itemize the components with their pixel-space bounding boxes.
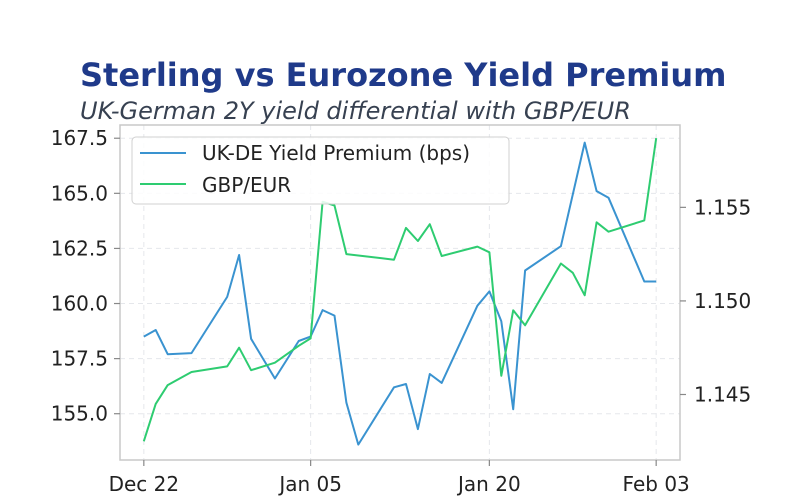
x-axis-tick-label: Jan 20 <box>456 472 521 496</box>
x-axis-tick-label: Jan 05 <box>277 472 342 496</box>
chart-subtitle: UK-German 2Y yield differential with GBP… <box>80 97 631 125</box>
left-axis-tick-label: 157.5 <box>51 347 108 371</box>
left-axis-tick-label: 162.5 <box>51 236 108 260</box>
x-axis-tick-label: Feb 03 <box>623 472 690 496</box>
right-axis-tick-label: 1.145 <box>694 382 751 406</box>
left-axis: 155.0 157.5 160.0 162.5 165.0 167.5 <box>51 126 120 426</box>
x-axis: Dec 22 Jan 05 Jan 20 Feb 03 <box>109 460 690 496</box>
chart-title: Sterling vs Eurozone Yield Premium <box>80 56 727 94</box>
plot-frame <box>119 124 681 461</box>
legend-label-gbp-eur: GBP/EUR <box>202 173 291 197</box>
series-line-gbp-eur <box>142 137 658 442</box>
left-axis-tick-label: 165.0 <box>51 181 108 205</box>
left-axis-tick-label: 160.0 <box>51 292 108 316</box>
legend-label-yield-premium: UK-DE Yield Premium (bps) <box>202 141 470 165</box>
right-axis: 1.145 1.150 1.155 <box>680 195 751 406</box>
series-line-yield-premium <box>143 141 657 446</box>
series-lines <box>142 137 658 446</box>
left-axis-tick-label: 167.5 <box>51 126 108 150</box>
x-axis-tick-label: Dec 22 <box>109 472 180 496</box>
right-axis-tick-label: 1.150 <box>694 289 751 313</box>
right-axis-tick-label: 1.155 <box>694 195 751 219</box>
legend: UK-DE Yield Premium (bps) GBP/EUR <box>131 136 510 205</box>
left-axis-tick-label: 155.0 <box>51 402 108 426</box>
legend-box <box>131 136 510 205</box>
